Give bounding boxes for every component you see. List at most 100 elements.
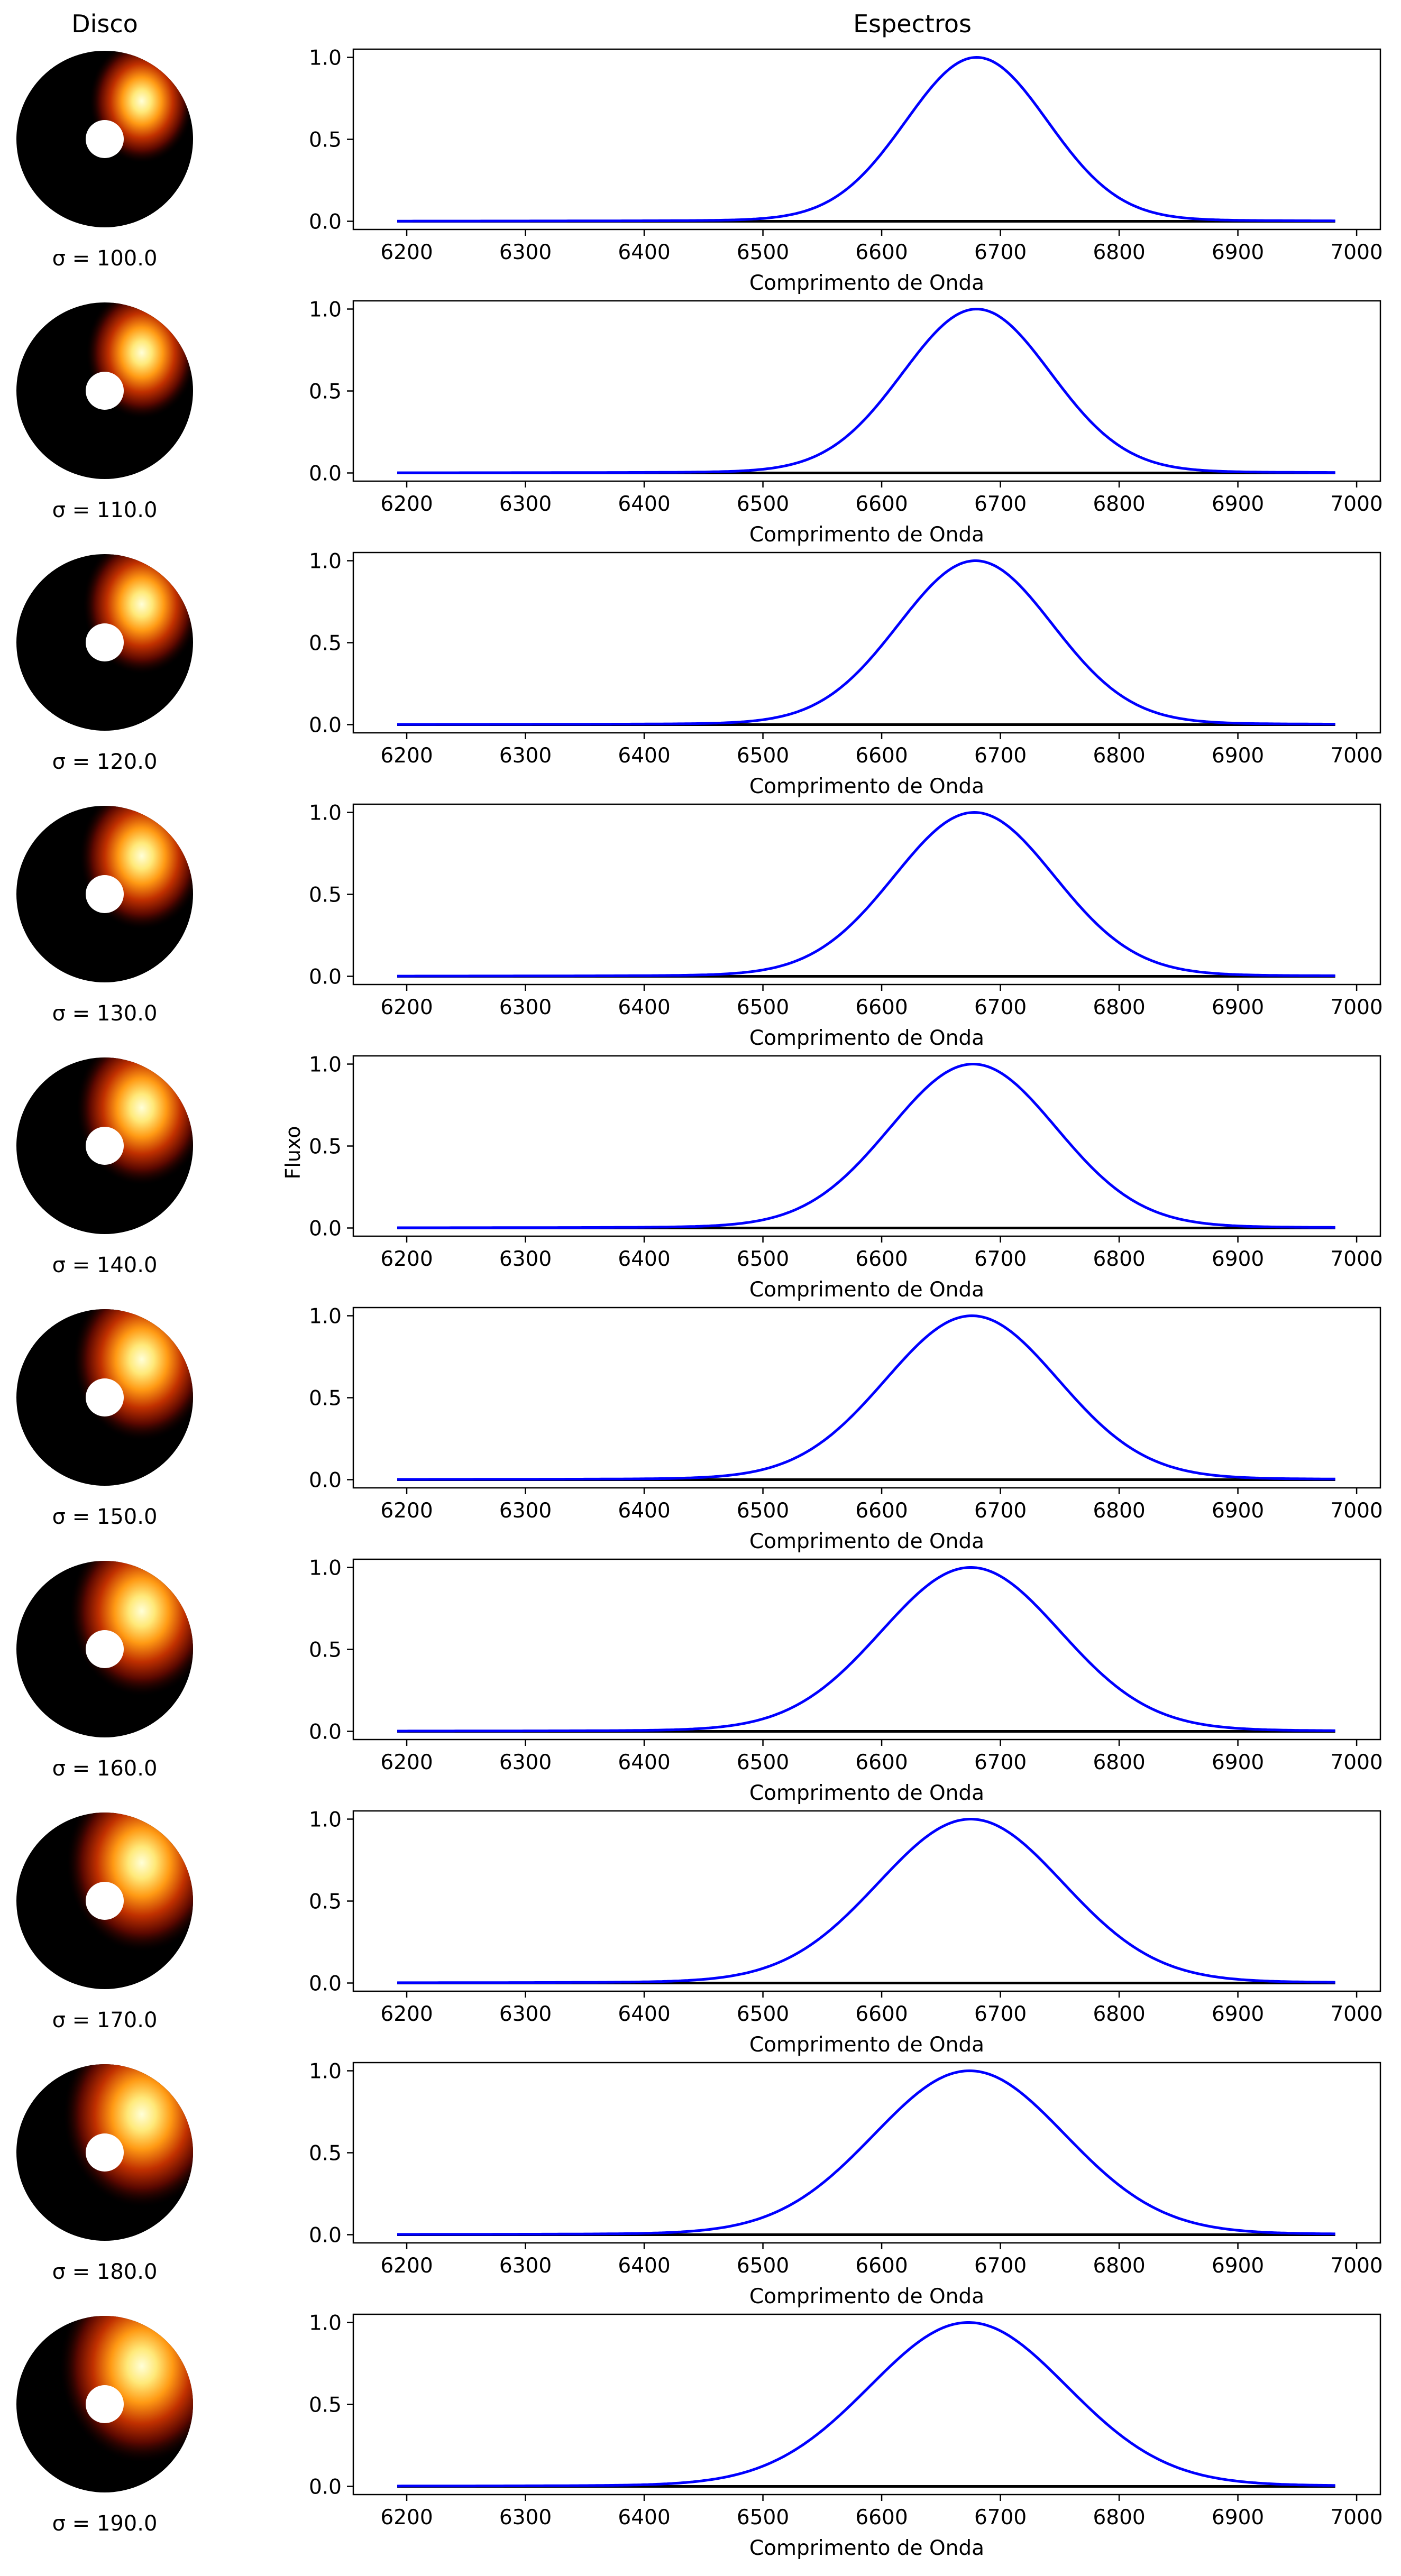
disk-image <box>16 806 193 982</box>
hotspot <box>70 1561 193 1696</box>
x-tick-label: 6600 <box>855 1751 908 1774</box>
y-axis-label: Fluxo <box>281 1126 305 1179</box>
sigma-label: σ = 170.0 <box>52 2008 158 2032</box>
y-tick-label: 1.0 <box>309 2312 342 2335</box>
x-tick-label: 6400 <box>618 1247 670 1271</box>
spectrum-line <box>397 307 1335 474</box>
y-tick-label: 0.5 <box>309 2394 342 2417</box>
x-axis-label: Comprimento de Onda <box>749 523 984 547</box>
x-axis-label: Comprimento de Onda <box>749 775 984 798</box>
disk-image <box>16 1309 193 1486</box>
x-axis-label: Comprimento de Onda <box>749 1781 984 1805</box>
x-tick-label: 6800 <box>1093 2002 1145 2026</box>
x-tick-label: 6200 <box>380 2506 433 2529</box>
x-tick-label: 6600 <box>855 2002 908 2026</box>
spectrum-axes: 6200 6300 6400 6500 6600 6700 6800 6900 7000 0.0 0… <box>309 550 1383 799</box>
x-tick-label: 7000 <box>1330 241 1382 264</box>
x-tick-label: 6200 <box>380 744 433 768</box>
x-tick-label: 6900 <box>1212 492 1264 516</box>
spectrum-axes: 6200 6300 6400 6500 6600 6700 6800 6900 7000 0.0 0… <box>309 1808 1383 2057</box>
x-tick-label: 6200 <box>380 996 433 1019</box>
x-tick-label: 6700 <box>974 1247 1027 1271</box>
disk-image <box>16 554 193 731</box>
disk-hole <box>86 2385 124 2423</box>
axes-frame <box>352 1307 1381 1489</box>
x-tick-label: 6300 <box>499 492 552 516</box>
axes-frame <box>352 2313 1381 2496</box>
y-tick-label: 1.0 <box>309 1305 342 1329</box>
x-tick-label: 6300 <box>499 2506 552 2529</box>
x-tick-label: 6400 <box>618 2254 670 2278</box>
x-tick-label: 6900 <box>1212 1499 1264 1523</box>
disk-hole <box>86 1127 124 1165</box>
x-tick-label: 6500 <box>737 1247 789 1271</box>
x-tick-label: 6400 <box>618 744 670 768</box>
disk-hole <box>86 1630 124 1668</box>
x-tick-label: 6600 <box>855 744 908 768</box>
x-tick-label: 7000 <box>1330 2506 1382 2529</box>
x-tick-label: 6900 <box>1212 996 1264 1019</box>
disk-hole <box>86 120 124 158</box>
x-tick-label: 7000 <box>1330 492 1382 516</box>
x-tick-label: 6500 <box>737 492 789 516</box>
spectrum-axes: 6200 6300 6400 6500 6600 6700 6800 6900 7000 0.0 0… <box>309 298 1383 547</box>
spectrum-axes: 6200 6300 6400 6500 6600 6700 6800 6900 7000 0.0 0… <box>309 2312 1383 2561</box>
x-tick-label: 6900 <box>1212 2254 1264 2278</box>
x-tick-label: 6400 <box>618 996 670 1019</box>
x-tick-label: 6600 <box>855 1499 908 1523</box>
x-tick-label: 6800 <box>1093 2506 1145 2529</box>
x-tick-label: 6700 <box>974 744 1027 768</box>
disk-image <box>16 1057 193 1234</box>
x-tick-label: 6800 <box>1093 744 1145 768</box>
spectrum-line <box>397 1314 1335 1481</box>
x-tick-label: 6600 <box>855 492 908 516</box>
row-panel: σ = 100.0 6200 6300 6400 6500 6600 6700 6800 690… <box>16 47 1383 295</box>
row-panel: σ = 190.0 6200 6300 6400 6500 6600 6700 6800 690… <box>16 2312 1383 2561</box>
x-tick-label: 6200 <box>380 1499 433 1523</box>
spectrum-line <box>397 56 1335 223</box>
x-tick-label: 6400 <box>618 492 670 516</box>
y-tick-label: 0.0 <box>309 1469 342 1493</box>
x-tick-label: 6200 <box>380 1247 433 1271</box>
x-tick-label: 6800 <box>1093 1751 1145 1774</box>
y-tick-label: 0.0 <box>309 2476 342 2499</box>
spectra-column-title: Espectros <box>853 10 972 38</box>
x-tick-label: 6700 <box>974 241 1027 264</box>
row-panel: σ = 160.0 6200 6300 6400 6500 6600 6700 6800 690… <box>16 1557 1383 1805</box>
x-tick-label: 6900 <box>1212 241 1264 264</box>
y-tick-label: 1.0 <box>309 1557 342 1580</box>
axes-frame <box>352 1810 1381 1992</box>
axes-frame <box>352 48 1381 231</box>
y-tick-label: 1.0 <box>309 802 342 825</box>
x-tick-label: 6700 <box>974 1751 1027 1774</box>
x-axis-label: Comprimento de Onda <box>749 2536 984 2560</box>
x-tick-label: 6400 <box>618 2506 670 2529</box>
x-tick-label: 6300 <box>499 996 552 1019</box>
x-tick-label: 6600 <box>855 996 908 1019</box>
spectrum-line <box>397 2069 1335 2236</box>
x-tick-label: 6500 <box>737 996 789 1019</box>
x-tick-label: 7000 <box>1330 2002 1382 2026</box>
x-tick-label: 7000 <box>1330 1247 1382 1271</box>
hotspot <box>60 2316 193 2462</box>
x-tick-label: 6900 <box>1212 744 1264 768</box>
x-tick-label: 6500 <box>737 2506 789 2529</box>
x-axis-label: Comprimento de Onda <box>749 1278 984 1302</box>
x-tick-label: 6500 <box>737 241 789 264</box>
axes-frame <box>352 803 1381 986</box>
y-tick-label: 0.0 <box>309 1217 342 1241</box>
axes-frame <box>352 2062 1381 2244</box>
x-tick-label: 6500 <box>737 2254 789 2278</box>
x-tick-label: 6700 <box>974 492 1027 516</box>
row-panel: σ = 150.0 6200 6300 6400 6500 6600 6700 6800 690… <box>16 1305 1383 1553</box>
x-tick-label: 7000 <box>1330 1499 1382 1523</box>
y-tick-label: 0.5 <box>309 884 342 907</box>
x-tick-label: 6300 <box>499 744 552 768</box>
sigma-label: σ = 150.0 <box>52 1505 158 1529</box>
spectrum-line <box>397 559 1335 726</box>
x-tick-label: 6200 <box>380 241 433 264</box>
disk-image <box>16 302 193 479</box>
sigma-label: σ = 100.0 <box>52 246 158 271</box>
x-tick-label: 6800 <box>1093 996 1145 1019</box>
